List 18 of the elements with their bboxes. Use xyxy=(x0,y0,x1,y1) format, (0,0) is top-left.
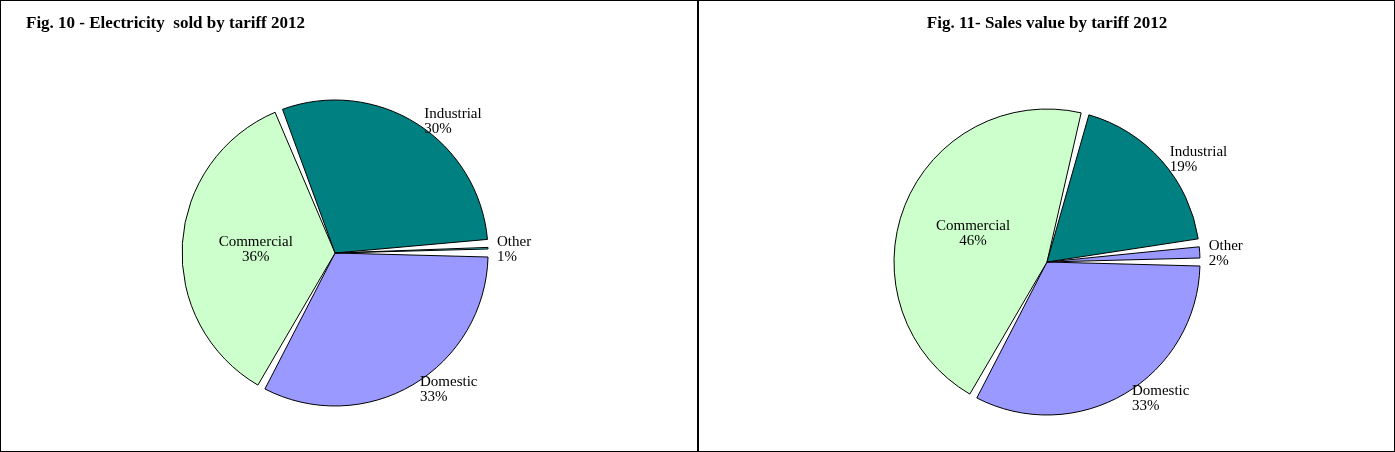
slice-label: Domestic xyxy=(1131,381,1190,398)
data-label: 30% xyxy=(424,119,452,136)
data-label: 46% xyxy=(958,232,987,249)
slice-label: Industrial xyxy=(424,104,482,121)
data-label: 33% xyxy=(420,387,448,404)
data-label: 19% xyxy=(1169,157,1197,174)
slice-label: Industrial xyxy=(1169,142,1227,159)
slice-label: Commercial xyxy=(935,217,1010,234)
slice-label: Other xyxy=(1208,236,1243,253)
data-label: 33% xyxy=(1131,396,1159,413)
slice-label: Other xyxy=(497,232,532,249)
slice-label: Domestic xyxy=(420,372,478,389)
chart-title: Fig. 10 - Electricity sold by tariff 2012 xyxy=(26,13,306,32)
data-label: 36% xyxy=(241,247,270,264)
slice-label: Commercial xyxy=(218,232,293,249)
chart-title: Fig. 11- Sales value by tariff 2012 xyxy=(926,13,1167,32)
data-label: 2% xyxy=(1208,251,1229,268)
data-label: 1% xyxy=(497,247,517,264)
